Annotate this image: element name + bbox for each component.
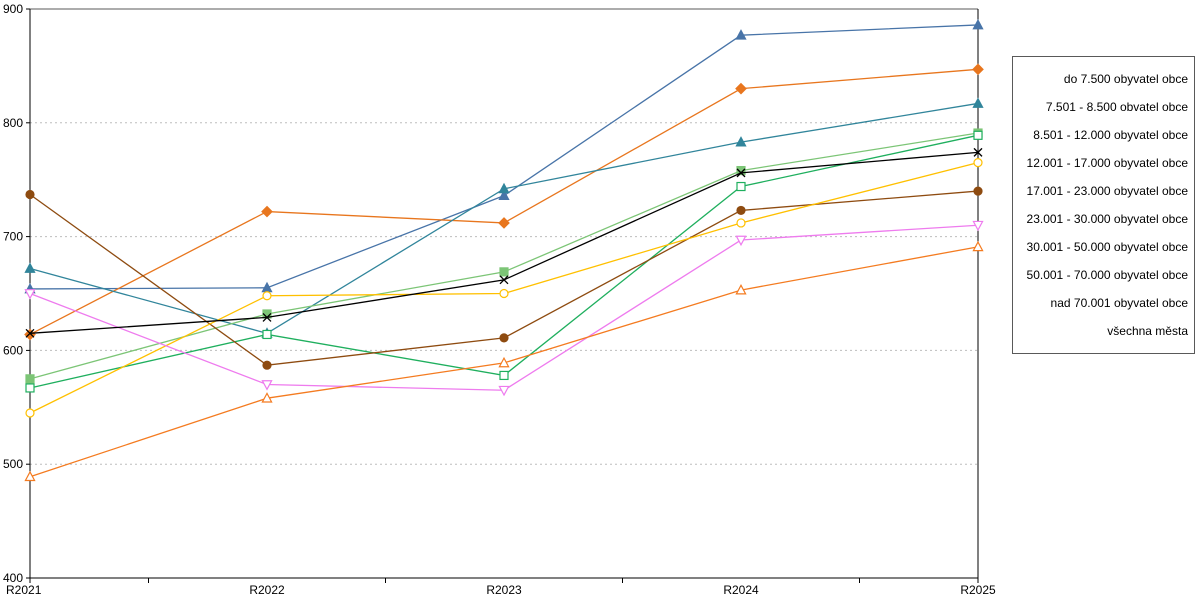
legend-item: do 7.500 obyvatel obce	[1063, 72, 1188, 86]
y-tick-label: 800	[3, 116, 23, 130]
marker-circle	[262, 360, 272, 370]
marker-square	[973, 130, 983, 140]
marker-square	[499, 370, 509, 381]
legend-item: 30.001 - 50.000 obyvatel obce	[1026, 240, 1188, 254]
marker-diamond	[735, 82, 747, 95]
marker-square	[262, 329, 272, 340]
marker-square	[25, 374, 35, 384]
marker-triangle-down	[261, 380, 273, 391]
marker-triangle-up	[24, 470, 36, 482]
series-line	[29, 151, 979, 334]
legend: do 7.500 obyvatel obce 7.501 - 8.500 obva…	[1012, 56, 1195, 354]
legend-item: 50.001 - 70.000 obyvatel obce	[1026, 268, 1188, 282]
marker-triangle-down	[735, 235, 747, 247]
marker-circle	[973, 158, 983, 168]
x-tick-label: R2024	[723, 583, 759, 597]
marker-triangle-up	[24, 262, 36, 273]
marker-triangle-up	[261, 392, 273, 403]
x-tick-label: R2025	[960, 583, 996, 597]
marker-triangle-down	[24, 289, 36, 300]
marker-triangle-up	[498, 182, 510, 194]
y-tick-label: 400	[3, 571, 23, 585]
marker-triangle-down	[498, 385, 510, 397]
marker-x	[499, 275, 509, 285]
marker-x	[262, 312, 272, 322]
marker-triangle-up	[972, 240, 984, 252]
legend-item: 17.001 - 23.000 obyvatel obce	[1026, 184, 1188, 198]
marker-x	[25, 328, 35, 338]
marker-diamond	[24, 328, 36, 341]
marker-circle	[499, 288, 509, 299]
marker-square	[736, 165, 746, 176]
marker-circle	[499, 333, 509, 343]
marker-triangle-up	[972, 97, 984, 108]
marker-x	[973, 147, 983, 157]
y-tick-label: 700	[3, 230, 23, 244]
x-tick-label: R2023	[486, 583, 522, 597]
marker-triangle-down	[972, 220, 984, 232]
marker-diamond	[972, 63, 984, 76]
legend-item: 23.001 - 30.000 obyvatel obce	[1026, 212, 1188, 226]
marker-diamond	[261, 205, 273, 218]
marker-circle	[736, 205, 746, 216]
legend-item: nad 70.001 obyvatel obce	[1050, 296, 1188, 310]
series-line	[29, 24, 979, 290]
legend-item: 12.001 - 17.000 obyvatel obce	[1026, 156, 1188, 170]
y-tick-label: 500	[3, 457, 23, 471]
x-tick-label: R2021	[6, 583, 42, 597]
marker-circle	[736, 218, 746, 228]
legend-item: 7.501 - 8.500 obvatel obce	[1045, 100, 1188, 114]
marker-square	[499, 267, 509, 277]
marker-triangle-up	[735, 284, 747, 295]
marker-square	[25, 383, 35, 393]
legend-item: všechna města	[1107, 324, 1188, 338]
y-tick-label: 900	[3, 2, 23, 16]
marker-x	[736, 168, 746, 178]
marker-triangle-up	[972, 18, 984, 30]
marker-circle	[25, 189, 35, 200]
marker-diamond	[498, 217, 510, 229]
marker-circle	[262, 291, 272, 301]
y-tick-label: 600	[3, 343, 23, 357]
marker-triangle-up	[735, 29, 747, 40]
x-tick-label: R2022	[249, 583, 285, 597]
legend-item: 8.501 - 12.000 obyvatel obce	[1033, 128, 1188, 142]
marker-triangle-up	[498, 189, 510, 201]
marker-circle	[973, 186, 983, 196]
marker-triangle-up	[498, 356, 510, 368]
marker-square	[736, 181, 746, 192]
marker-circle	[25, 408, 35, 418]
marker-triangle-up	[735, 136, 747, 147]
